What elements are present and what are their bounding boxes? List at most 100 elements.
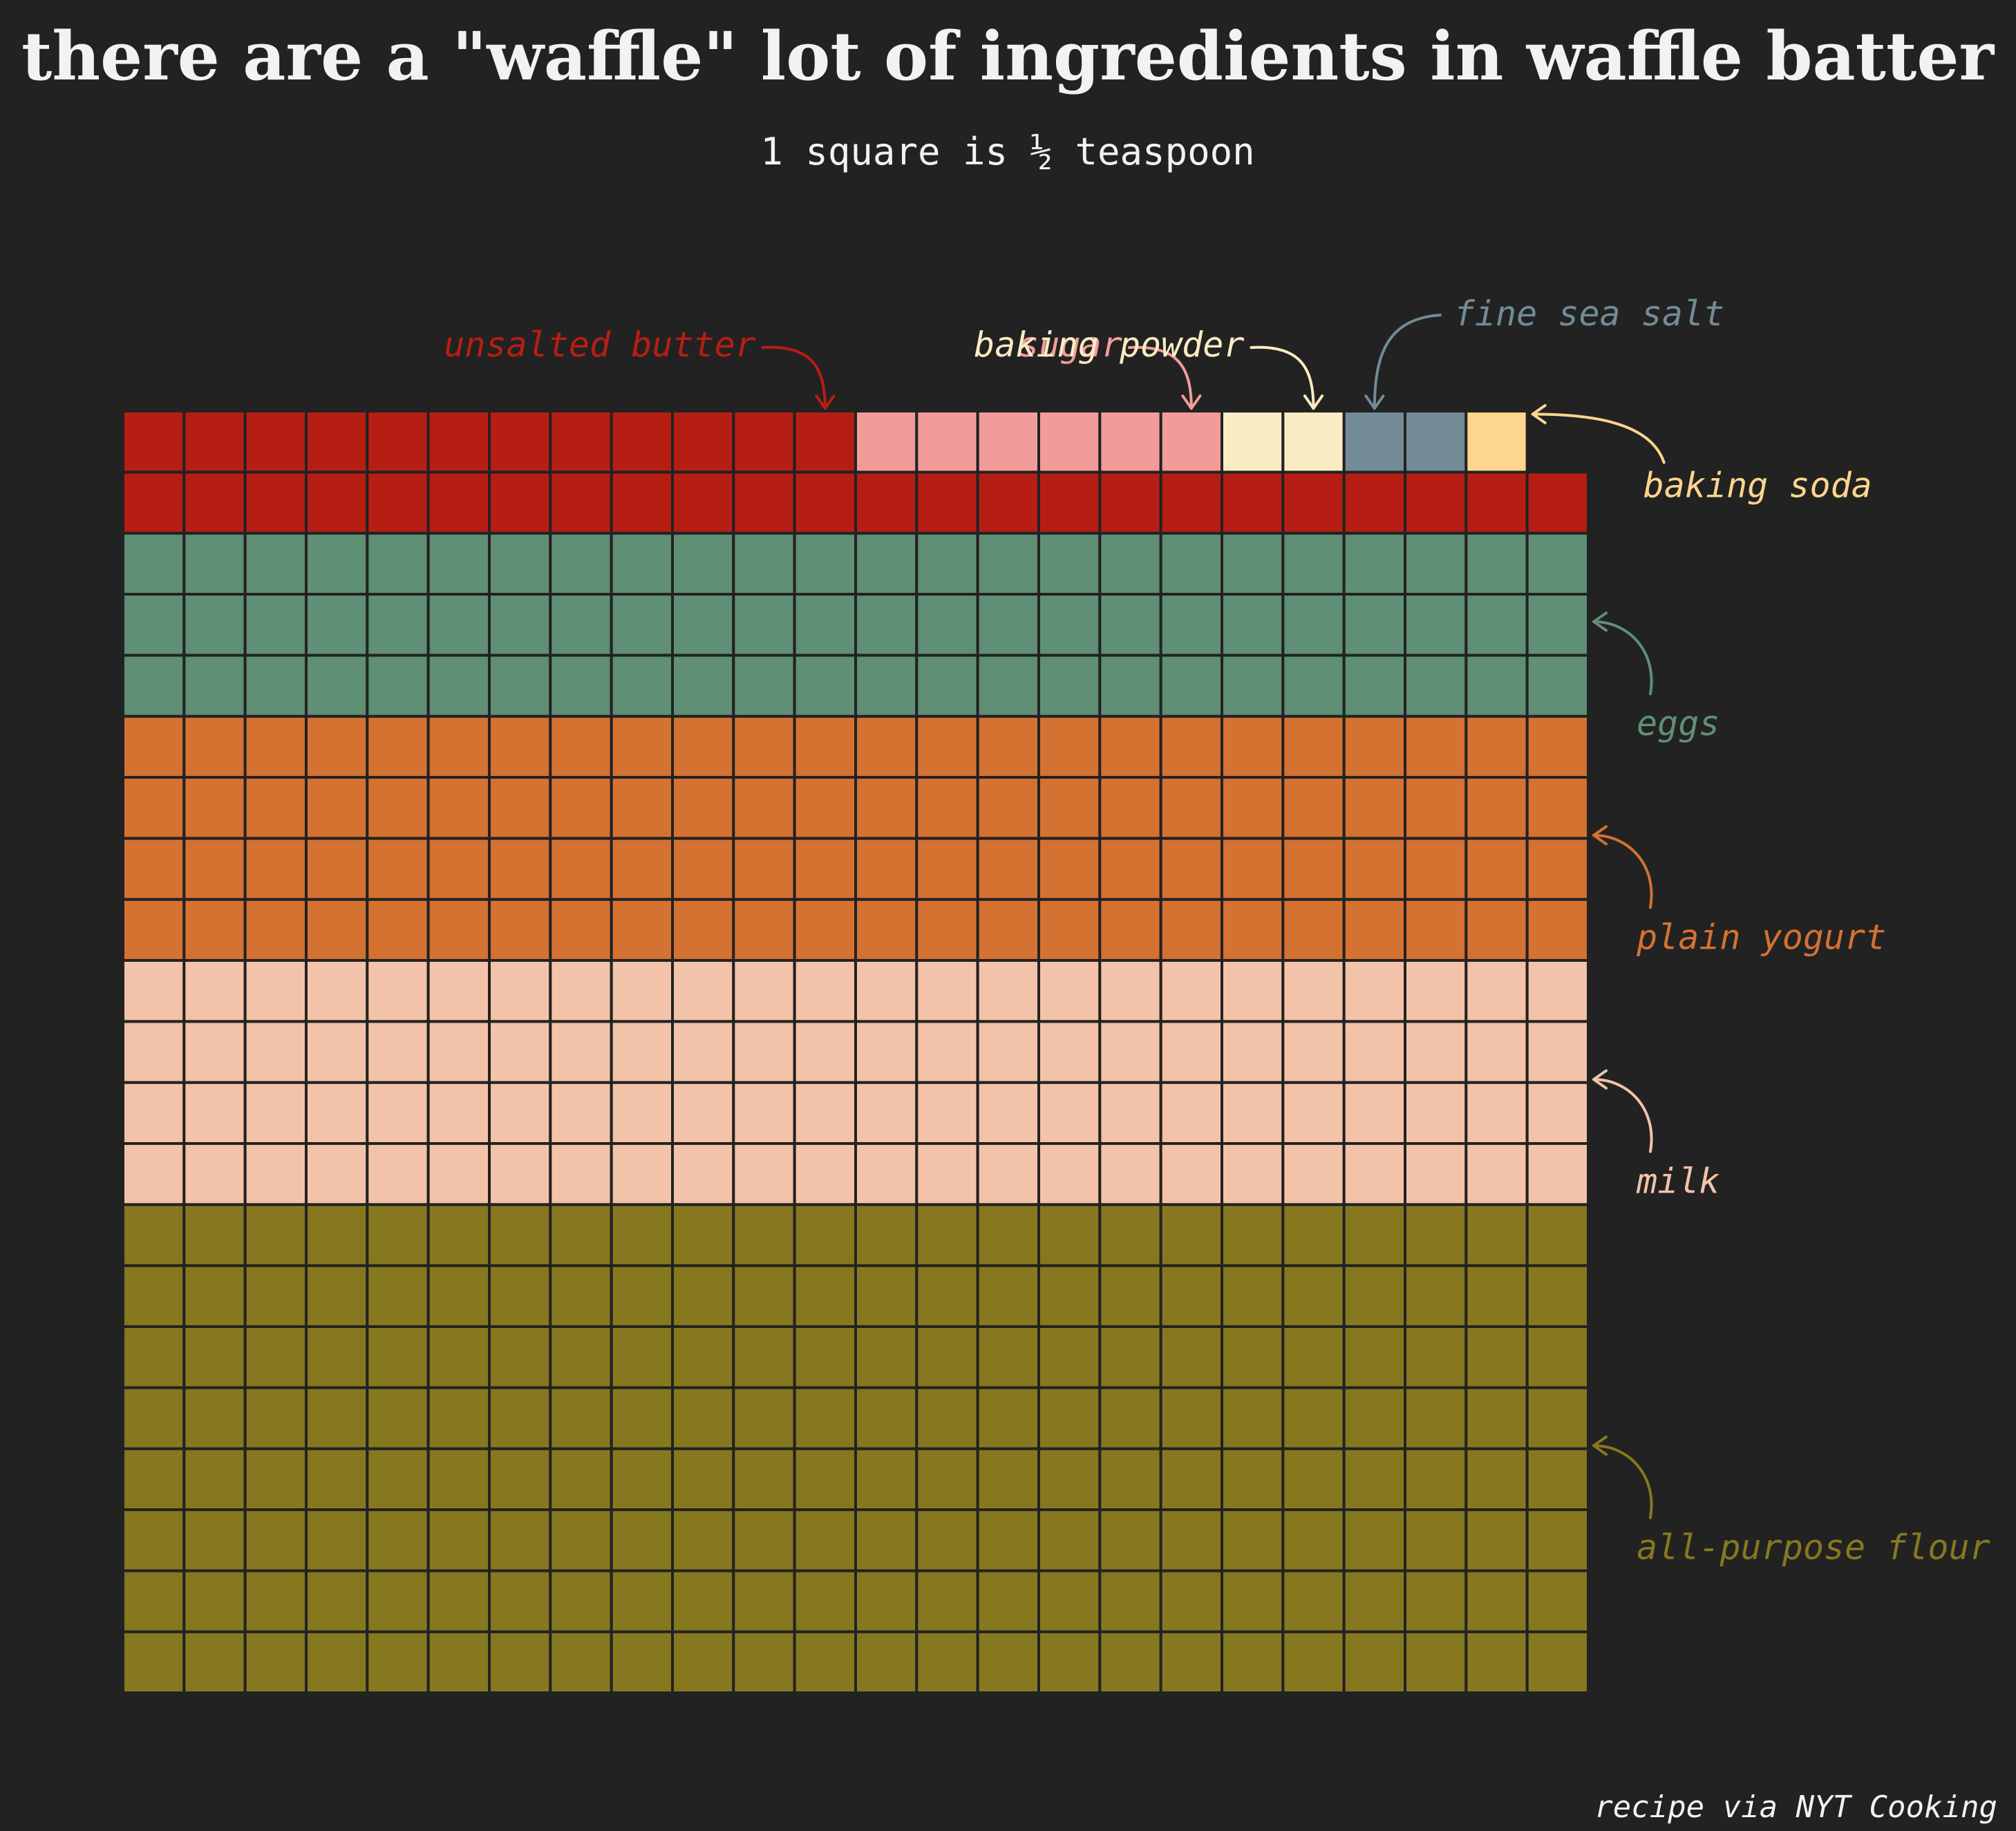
waffle-cell-eggs [549, 593, 613, 657]
waffle-cell-unsalted-butter [1525, 471, 1590, 535]
waffle-cell-unsalted-butter [122, 410, 186, 474]
waffle-cell-eggs [671, 654, 735, 718]
waffle-cell-eggs [1342, 654, 1407, 718]
waffle-cell-all-purpose-flour [732, 1508, 796, 1573]
waffle-cell-milk [243, 1081, 308, 1146]
waffle-cell-plain-yogurt [549, 898, 613, 962]
waffle-cell-all-purpose-flour [671, 1264, 735, 1329]
waffle-cell-milk [1525, 959, 1590, 1023]
waffle-cell-milk [732, 1020, 796, 1084]
waffle-cell-milk [426, 1081, 491, 1146]
waffle-cell-eggs [243, 593, 308, 657]
waffle-cell-all-purpose-flour [549, 1508, 613, 1573]
waffle-cell-unsalted-butter [122, 471, 186, 535]
waffle-cell-all-purpose-flour [976, 1508, 1041, 1573]
waffle-cell-unsalted-butter [1404, 471, 1468, 535]
waffle-cell-eggs [1221, 531, 1285, 596]
arrow-fine-sea-salt [1373, 314, 1442, 410]
waffle-cell-all-purpose-flour [426, 1325, 491, 1389]
waffle-cell-unsalted-butter [671, 410, 735, 474]
waffle-cell-plain-yogurt [976, 776, 1041, 840]
waffle-cell-milk [1037, 1142, 1102, 1206]
waffle-cell-all-purpose-flour [182, 1325, 247, 1389]
arrow-eggs [1592, 620, 1653, 696]
waffle-cell-eggs [915, 531, 979, 596]
label-all-purpose-flour: all-purpose flour [1637, 1528, 1990, 1568]
waffle-cell-unsalted-butter [1464, 471, 1529, 535]
waffle-cell-all-purpose-flour [426, 1630, 491, 1694]
waffle-cell-all-purpose-flour [549, 1264, 613, 1329]
waffle-cell-milk [182, 959, 247, 1023]
waffle-cell-milk [1159, 959, 1224, 1023]
waffle-cell-eggs [305, 593, 369, 657]
waffle-cell-milk [793, 1020, 858, 1084]
waffle-cell-plain-yogurt [1159, 837, 1224, 901]
waffle-cell-milk [1464, 959, 1529, 1023]
waffle-cell-all-purpose-flour [1404, 1386, 1468, 1450]
waffle-cell-all-purpose-flour [1159, 1325, 1224, 1389]
waffle-cell-all-purpose-flour [182, 1508, 247, 1573]
waffle-cell-plain-yogurt [671, 776, 735, 840]
waffle-cell-plain-yogurt [610, 837, 674, 901]
waffle-cell-all-purpose-flour [1098, 1508, 1162, 1573]
waffle-cell-all-purpose-flour [915, 1569, 979, 1633]
waffle-cell-plain-yogurt [1464, 776, 1529, 840]
waffle-cell-all-purpose-flour [1221, 1630, 1285, 1694]
waffle-cell-plain-yogurt [1037, 714, 1102, 779]
waffle-cell-all-purpose-flour [1037, 1386, 1102, 1450]
waffle-cell-eggs [182, 593, 247, 657]
waffle-cell-plain-yogurt [793, 714, 858, 779]
label-baking-powder: baking powder [974, 325, 1244, 365]
waffle-cell-all-purpose-flour [1342, 1325, 1407, 1389]
waffle-cell-eggs [732, 654, 796, 718]
waffle-cell-all-purpose-flour [1221, 1447, 1285, 1511]
waffle-cell-milk [1464, 1142, 1529, 1206]
waffle-cell-unsalted-butter [1037, 471, 1102, 535]
waffle-cell-eggs [1037, 654, 1102, 718]
waffle-cell-all-purpose-flour [793, 1630, 858, 1694]
waffle-cell-all-purpose-flour [366, 1630, 430, 1694]
waffle-cell-all-purpose-flour [793, 1264, 858, 1329]
waffle-cell-milk [1221, 1142, 1285, 1206]
waffle-cell-milk [426, 1020, 491, 1084]
waffle-cell-plain-yogurt [976, 714, 1041, 779]
waffle-cell-plain-yogurt [305, 898, 369, 962]
waffle-cell-milk [549, 1142, 613, 1206]
waffle-cell-eggs [1098, 654, 1162, 718]
waffle-cell-milk [488, 1081, 552, 1146]
waffle-cell-all-purpose-flour [1342, 1630, 1407, 1694]
waffle-cell-all-purpose-flour [1098, 1264, 1162, 1329]
waffle-cell-plain-yogurt [854, 714, 918, 779]
waffle-cell-milk [915, 959, 979, 1023]
waffle-cell-eggs [426, 593, 491, 657]
waffle-cell-all-purpose-flour [1159, 1386, 1224, 1450]
waffle-cell-all-purpose-flour [488, 1630, 552, 1694]
waffle-cell-all-purpose-flour [976, 1569, 1041, 1633]
waffle-cell-unsalted-butter [305, 471, 369, 535]
waffle-cell-milk [1404, 959, 1468, 1023]
waffle-cell-all-purpose-flour [915, 1264, 979, 1329]
waffle-cell-milk [426, 1142, 491, 1206]
waffle-cell-plain-yogurt [1037, 898, 1102, 962]
waffle-cell-plain-yogurt [610, 776, 674, 840]
waffle-cell-milk [976, 1020, 1041, 1084]
waffle-cell-plain-yogurt [732, 898, 796, 962]
waffle-cell-eggs [671, 593, 735, 657]
waffle-cell-all-purpose-flour [305, 1569, 369, 1633]
waffle-cell-all-purpose-flour [1464, 1203, 1529, 1267]
waffle-cell-unsalted-butter [793, 410, 858, 474]
waffle-cell-plain-yogurt [1159, 714, 1224, 779]
waffle-cell-all-purpose-flour [426, 1447, 491, 1511]
waffle-cell-plain-yogurt [549, 714, 613, 779]
waffle-cell-milk [1037, 959, 1102, 1023]
waffle-cell-all-purpose-flour [610, 1508, 674, 1573]
waffle-cell-all-purpose-flour [671, 1386, 735, 1450]
waffle-cell-plain-yogurt [1221, 837, 1285, 901]
waffle-cell-unsalted-butter [549, 471, 613, 535]
waffle-cell-milk [1525, 1142, 1590, 1206]
waffle-cell-all-purpose-flour [366, 1264, 430, 1329]
waffle-cell-eggs [305, 531, 369, 596]
waffle-cell-all-purpose-flour [1037, 1325, 1102, 1389]
waffle-cell-plain-yogurt [1525, 714, 1590, 779]
waffle-cell-all-purpose-flour [976, 1447, 1041, 1511]
